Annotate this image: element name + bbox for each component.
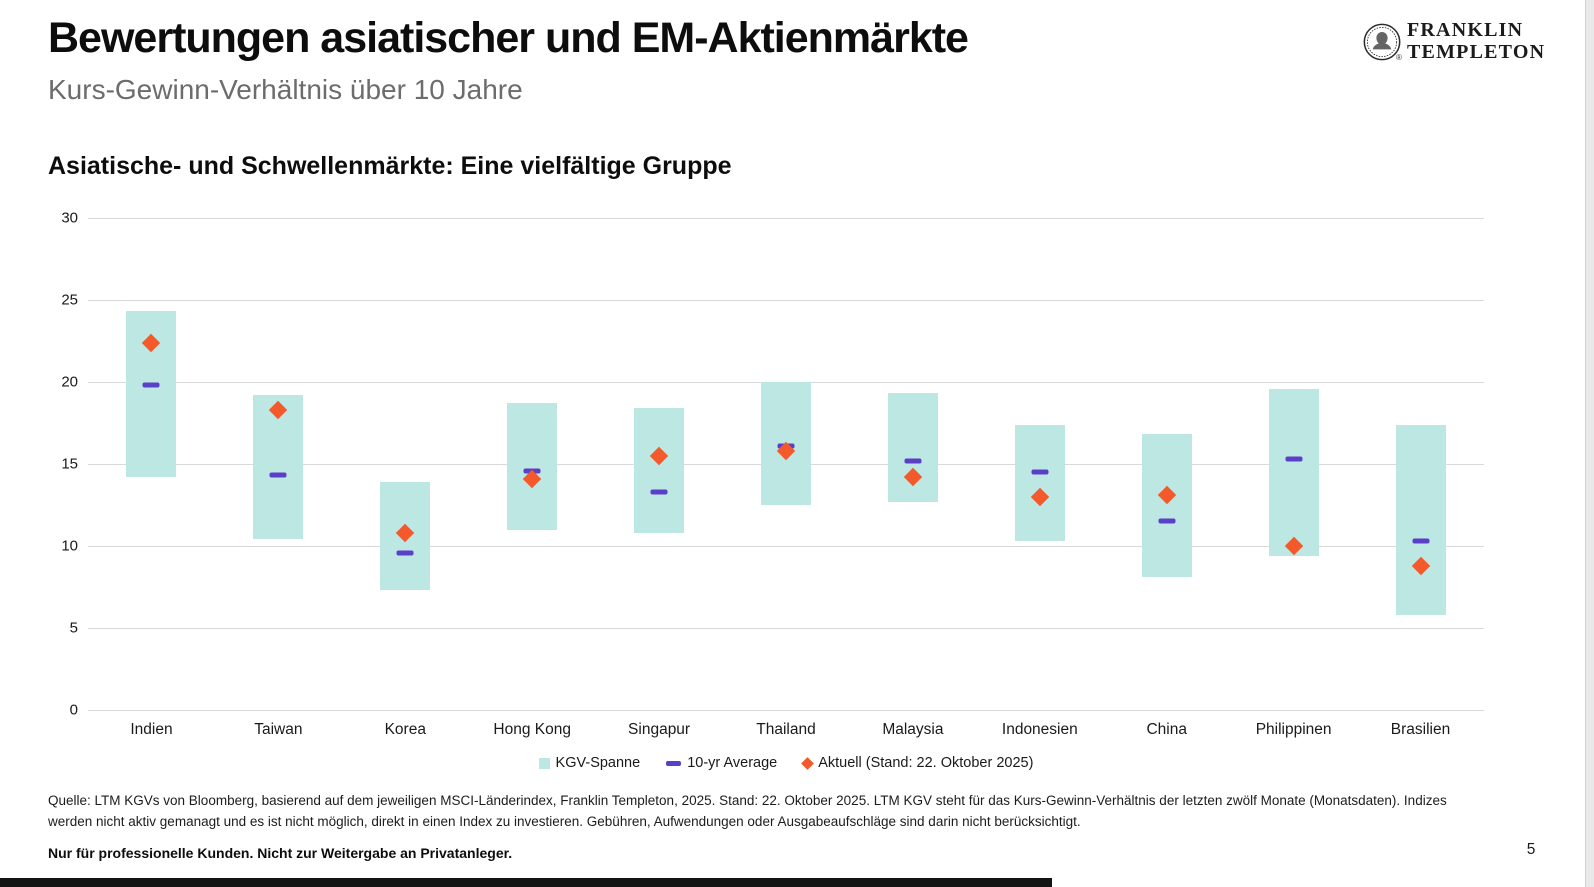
scrollbar-track[interactable] [1585,0,1594,887]
x-axis-label: Hong Kong [493,721,571,738]
page-subtitle: Kurs-Gewinn-Verhältnis über 10 Jahre [48,74,523,105]
chart-column-malaysia: Malaysia [849,218,976,738]
ten-year-average-dash-marker [269,472,287,478]
chart-column-indonesien: Indonesien [976,218,1103,738]
gridline-5 [88,628,1484,629]
kgv-range-bar [1014,424,1065,542]
chart-column-indien: Indien [88,218,215,738]
franklin-templeton-logo: ® FRANKLIN TEMPLETON [1363,19,1546,63]
x-axis-label: Korea [384,721,426,738]
legend-item-10yr-average: 10-yr Average [666,755,777,771]
ten-year-average-dash-marker [650,489,668,495]
kgv-range-bar [1395,424,1446,615]
source-footnote: Quelle: LTM KGVs von Bloomberg, basieren… [48,793,1447,829]
legend-label: Aktuell (Stand: 22. Oktober 2025) [818,755,1034,771]
x-axis-label: Philippinen [1255,721,1332,738]
y-axis-tick-label: 30 [61,209,78,227]
page-title: Bewertungen asiatischer und EM-Aktienmär… [48,14,969,62]
orange-diamond-swatch-icon [801,756,815,770]
chart-column-korea: Korea [342,218,469,738]
pe-range-chart-plot-area: 0 5 10 15 20 25 30 Indien Taiwan Korea Hong Kong Si… [61,210,1484,738]
legend-item-aktuell: Aktuell (Stand: 22. Oktober 2025) [801,755,1034,771]
logo-line1: FRANKLIN [1407,19,1524,41]
x-axis-label: Indonesien [1001,721,1078,738]
logo-wordmark: FRANKLIN TEMPLETON [1407,19,1546,63]
kgv-range-bar [507,403,558,530]
purple-dash-swatch-icon [666,760,682,766]
kgv-range-bar [1268,388,1319,556]
x-axis-label: Brasilien [1390,721,1451,738]
ten-year-average-dash-marker [1285,456,1303,462]
x-axis-label: Singapur [628,721,691,738]
chart-legend: KGV-Spanne 10-yr Average Aktuell (Stand:… [88,751,1484,775]
y-axis-tick-label: 25 [61,291,78,309]
teal-square-swatch-icon [538,757,550,769]
gridline-25 [88,300,1484,301]
x-axis-label: Thailand [756,721,816,738]
x-axis-label: Taiwan [254,721,303,738]
gridline-30 [88,218,1484,219]
x-axis-label: China [1146,721,1187,738]
next-page-edge [0,878,1052,887]
legend-item-kgv-spanne: KGV-Spanne [538,755,641,771]
gridline-0 [88,710,1484,711]
ten-year-average-dash-marker [1412,538,1430,544]
gridline-10 [88,546,1484,547]
compliance-note: Nur für professionelle Kunden. Nicht zur… [48,845,513,861]
page-number: 5 [1526,841,1536,858]
ten-year-average-dash-marker [904,458,922,464]
chart-column-hong-kong: Hong Kong [469,218,596,738]
registered-trademark: ® [1396,53,1402,62]
legend-label: KGV-Spanne [555,755,641,771]
logo-line2: TEMPLETON [1407,40,1546,63]
chart-heading: Asiatische- und Schwellenmärkte: Eine vi… [48,152,732,180]
chart-column-brasilien: Brasilien [1357,218,1484,738]
ten-year-average-dash-marker [142,382,160,388]
y-axis-tick-label: 5 [69,619,78,637]
y-axis-tick-label: 15 [61,455,78,473]
kgv-range-bar [634,408,685,533]
ten-year-average-dash-marker [396,550,414,556]
chart-column-china: China [1103,218,1230,738]
chart-column-philippinen: Philippinen [1230,218,1357,738]
y-axis-tick-label: 0 [69,701,78,719]
ten-year-average-dash-marker [1158,518,1176,524]
chart-column-thailand: Thailand [723,218,850,738]
chart-column-taiwan: Taiwan [215,218,342,738]
y-axis-tick-label: 20 [61,373,78,391]
chart-column-singapur: Singapur [596,218,723,738]
ten-year-average-dash-marker [1031,469,1049,475]
x-axis-label: Malaysia [882,721,944,738]
legend-label: 10-yr Average [687,755,778,771]
kgv-range-bar [1141,434,1192,578]
kgv-range-bar [253,395,304,540]
franklin-portrait-icon [1363,23,1401,61]
y-axis-tick-label: 10 [61,537,78,555]
x-axis-label: Indien [130,721,173,738]
